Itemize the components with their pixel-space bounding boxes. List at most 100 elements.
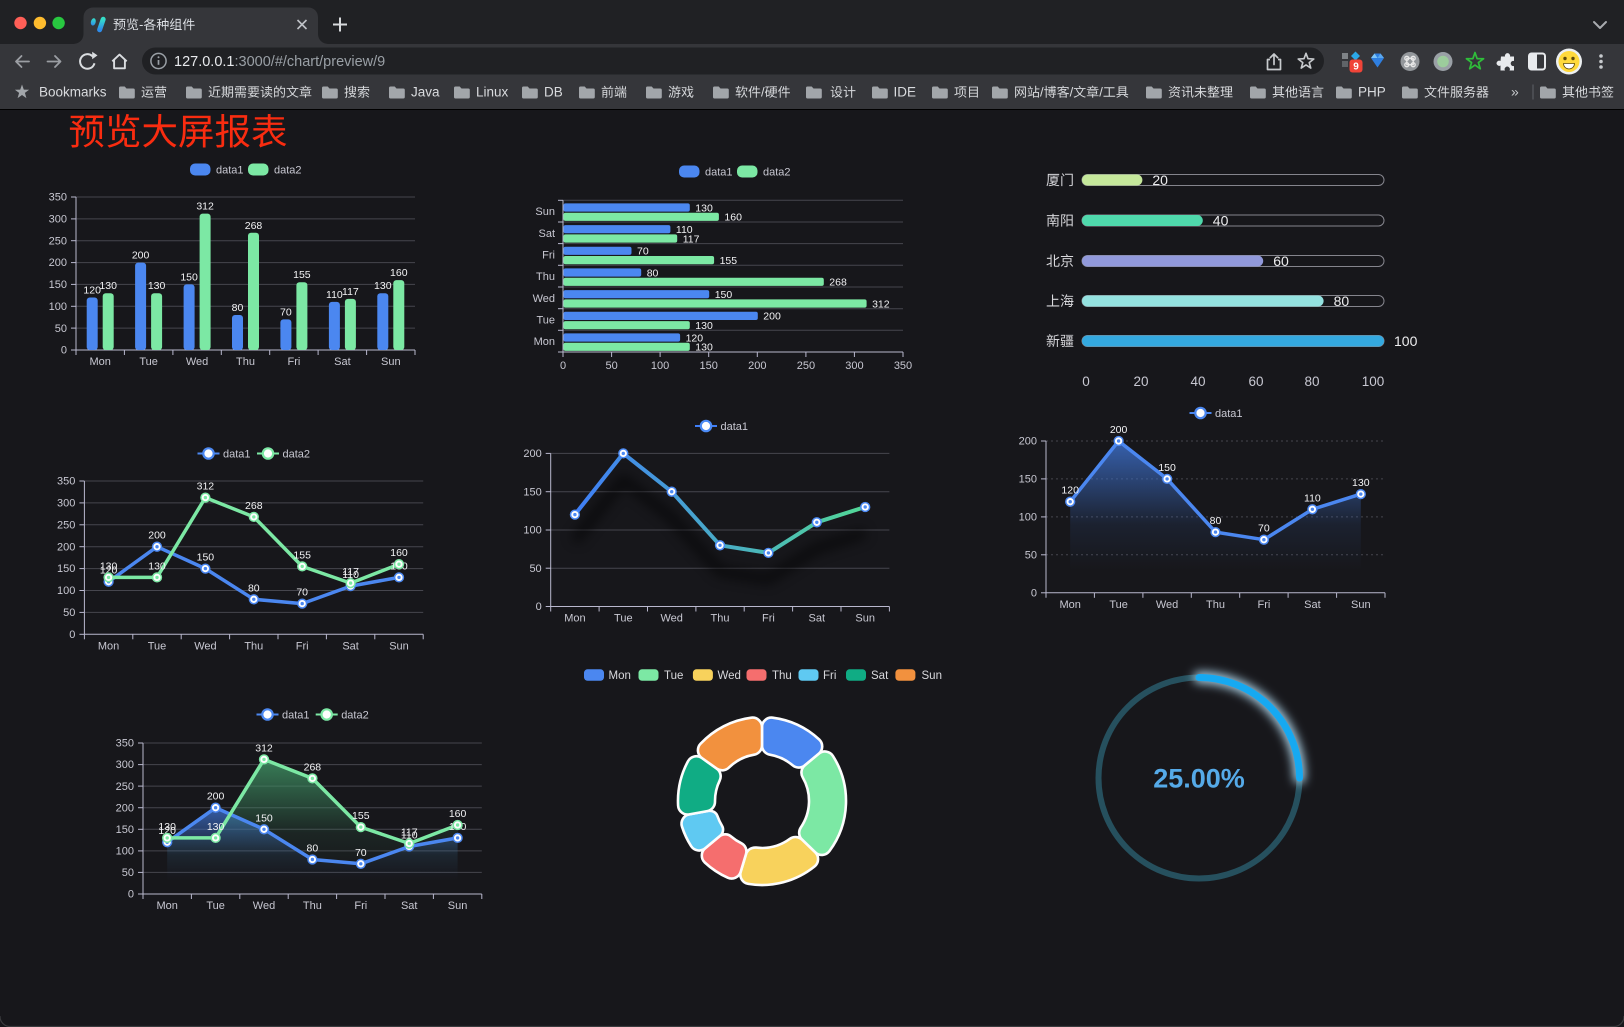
svg-text:160: 160 bbox=[724, 212, 742, 224]
svg-text:Fri: Fri bbox=[823, 670, 836, 682]
svg-text:300: 300 bbox=[116, 759, 134, 771]
svg-text:Fri: Fri bbox=[1257, 599, 1270, 611]
svg-text:200: 200 bbox=[1019, 436, 1037, 448]
svg-text:-: - bbox=[139, 17, 143, 32]
svg-text:data2: data2 bbox=[341, 709, 369, 721]
svg-text:Wed: Wed bbox=[194, 640, 216, 652]
svg-text:117: 117 bbox=[401, 827, 418, 839]
svg-text:200: 200 bbox=[207, 791, 225, 803]
svg-text:117: 117 bbox=[342, 286, 359, 298]
svg-text:120: 120 bbox=[83, 285, 101, 297]
svg-text:Sun: Sun bbox=[448, 900, 468, 912]
svg-text:50: 50 bbox=[605, 360, 617, 372]
svg-text:/: / bbox=[761, 85, 765, 100]
svg-text:Sun: Sun bbox=[535, 206, 555, 218]
svg-text:130: 130 bbox=[100, 560, 118, 572]
svg-text:155: 155 bbox=[720, 255, 738, 267]
svg-text:Mon: Mon bbox=[564, 613, 585, 625]
svg-text:130: 130 bbox=[207, 821, 225, 833]
svg-text:Sat: Sat bbox=[334, 356, 351, 368]
svg-text:/: / bbox=[1099, 85, 1103, 100]
svg-text:Fri: Fri bbox=[762, 613, 775, 625]
svg-text:200: 200 bbox=[132, 250, 150, 262]
svg-text:Fri: Fri bbox=[287, 356, 300, 368]
svg-text:60: 60 bbox=[1248, 374, 1263, 389]
svg-text:0: 0 bbox=[1031, 587, 1037, 599]
svg-text:120: 120 bbox=[686, 332, 704, 344]
svg-text:80: 80 bbox=[1304, 374, 1319, 389]
svg-text:150: 150 bbox=[700, 360, 718, 372]
svg-text:data2: data2 bbox=[283, 448, 311, 460]
svg-text:Mon: Mon bbox=[156, 900, 177, 912]
svg-text:20: 20 bbox=[1152, 172, 1168, 188]
svg-text:80: 80 bbox=[1334, 293, 1350, 309]
svg-text:100: 100 bbox=[57, 585, 75, 597]
svg-text:Bookmarks: Bookmarks bbox=[39, 85, 107, 100]
svg-text:120: 120 bbox=[1061, 485, 1079, 497]
svg-text:50: 50 bbox=[63, 607, 75, 619]
svg-text:0: 0 bbox=[1082, 374, 1090, 389]
svg-text:Mon: Mon bbox=[534, 336, 555, 348]
svg-text:300: 300 bbox=[49, 214, 67, 226]
svg-text:/: / bbox=[1070, 85, 1074, 100]
svg-text:120: 120 bbox=[158, 825, 176, 837]
svg-text:50: 50 bbox=[122, 867, 134, 879]
svg-text:Fri: Fri bbox=[542, 250, 555, 262]
svg-text:268: 268 bbox=[304, 761, 322, 773]
svg-text:200: 200 bbox=[57, 541, 75, 553]
svg-text:150: 150 bbox=[255, 812, 273, 824]
svg-text:110: 110 bbox=[401, 830, 418, 842]
svg-text:250: 250 bbox=[57, 519, 75, 531]
svg-text:Sun: Sun bbox=[855, 613, 875, 625]
svg-text:130: 130 bbox=[695, 202, 713, 214]
svg-text:200: 200 bbox=[148, 530, 166, 542]
svg-text:50: 50 bbox=[1025, 550, 1037, 562]
svg-text:data2: data2 bbox=[274, 164, 302, 176]
svg-text:Sat: Sat bbox=[401, 900, 418, 912]
svg-text:Sat: Sat bbox=[871, 670, 889, 682]
svg-text:Tue: Tue bbox=[139, 356, 158, 368]
svg-text:110: 110 bbox=[676, 224, 693, 236]
svg-text:data1: data1 bbox=[216, 164, 244, 176]
svg-text:150: 150 bbox=[523, 486, 541, 498]
svg-text:110: 110 bbox=[326, 289, 343, 301]
svg-text:Mon: Mon bbox=[1059, 599, 1080, 611]
svg-text:50: 50 bbox=[55, 323, 67, 335]
svg-text:data1: data1 bbox=[705, 166, 733, 178]
svg-text:0: 0 bbox=[61, 345, 67, 357]
svg-text:Sat: Sat bbox=[538, 228, 555, 240]
svg-text:Mon: Mon bbox=[609, 670, 631, 682]
svg-text:80: 80 bbox=[307, 843, 319, 855]
svg-text:100: 100 bbox=[1019, 512, 1037, 524]
svg-text:150: 150 bbox=[197, 552, 215, 564]
svg-text:150: 150 bbox=[116, 824, 134, 836]
svg-text:160: 160 bbox=[390, 547, 408, 559]
svg-text:100: 100 bbox=[1362, 374, 1385, 389]
svg-text:80: 80 bbox=[248, 582, 260, 594]
svg-text:Linux: Linux bbox=[476, 85, 509, 100]
svg-text:350: 350 bbox=[116, 738, 134, 750]
svg-text:Thu: Thu bbox=[772, 670, 792, 682]
svg-text:250: 250 bbox=[797, 360, 815, 372]
svg-text::3000/#/chart/preview/9: :3000/#/chart/preview/9 bbox=[235, 54, 386, 70]
svg-text:9: 9 bbox=[1353, 62, 1359, 73]
svg-text:350: 350 bbox=[49, 192, 67, 204]
svg-text:Wed: Wed bbox=[718, 670, 741, 682]
svg-text:data1: data1 bbox=[721, 421, 749, 433]
svg-text:70: 70 bbox=[637, 246, 649, 258]
svg-text:300: 300 bbox=[845, 360, 863, 372]
svg-text:Thu: Thu bbox=[244, 640, 263, 652]
svg-text:0: 0 bbox=[69, 629, 75, 641]
svg-text:160: 160 bbox=[390, 267, 408, 279]
svg-text:0: 0 bbox=[536, 601, 542, 613]
svg-text:data2: data2 bbox=[763, 166, 791, 178]
svg-text:300: 300 bbox=[57, 498, 75, 510]
svg-text:100: 100 bbox=[523, 525, 541, 537]
svg-text:200: 200 bbox=[1110, 424, 1128, 436]
svg-text:155: 155 bbox=[352, 810, 370, 822]
svg-text:160: 160 bbox=[449, 808, 467, 820]
svg-text:350: 350 bbox=[57, 476, 75, 488]
svg-text:Thu: Thu bbox=[236, 356, 255, 368]
svg-text:Mon: Mon bbox=[98, 640, 119, 652]
svg-text:312: 312 bbox=[255, 742, 273, 754]
